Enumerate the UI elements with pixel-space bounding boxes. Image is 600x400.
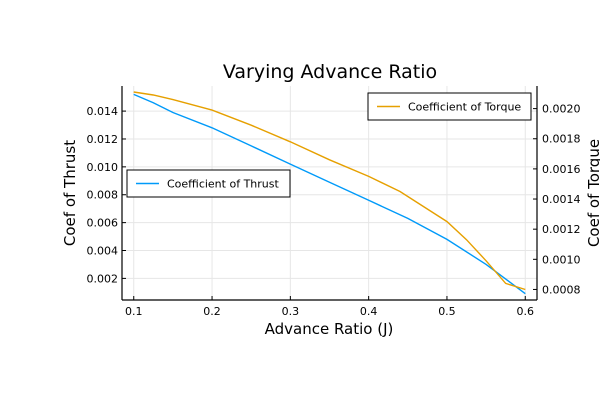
x-tick-label: 0.2 bbox=[203, 305, 221, 318]
left-y-tick-label: 0.008 bbox=[87, 189, 119, 202]
x-axis-label: Advance Ratio (J) bbox=[265, 320, 394, 338]
thrust-series-line bbox=[133, 93, 526, 295]
x-tick-label: 0.6 bbox=[517, 305, 535, 318]
left-y-tick-label: 0.006 bbox=[87, 217, 119, 230]
legend-layer: Coefficient of Thrust Coefficient of Torq… bbox=[126, 92, 532, 198]
x-tick-label: 0.4 bbox=[360, 305, 378, 318]
chart-title: Varying Advance Ratio bbox=[223, 61, 437, 83]
right-y-tick-label: 0.0018 bbox=[542, 133, 581, 146]
torque-series-line bbox=[133, 91, 526, 291]
right-y-tick-label: 0.0020 bbox=[542, 103, 581, 116]
right-y-tick-label: 0.0008 bbox=[542, 283, 581, 296]
axes-layer: 0.1 0.2 0.3 0.4 0.5 0.6 0.002 0.004 0.006 0.008 0.… bbox=[87, 86, 581, 318]
series-layer bbox=[133, 91, 526, 295]
right-y-tick-label: 0.0012 bbox=[542, 223, 581, 236]
left-y-tick-label: 0.014 bbox=[87, 105, 119, 118]
x-tick-label: 0.5 bbox=[438, 305, 456, 318]
left-y-tick-label: 0.002 bbox=[87, 272, 119, 285]
left-axis-label: Coef of Thrust bbox=[61, 140, 79, 246]
left-y-tick-label: 0.010 bbox=[87, 161, 119, 174]
thrust-legend-label: Coefficient of Thrust bbox=[167, 178, 279, 191]
right-y-tick-label: 0.0014 bbox=[542, 193, 581, 206]
x-tick-label: 0.3 bbox=[282, 305, 300, 318]
left-y-tick-label: 0.012 bbox=[87, 133, 119, 146]
right-y-tick-label: 0.0010 bbox=[542, 253, 581, 266]
torque-legend-label: Coefficient of Torque bbox=[408, 101, 521, 114]
left-y-tick-label: 0.004 bbox=[87, 245, 119, 258]
x-tick-label: 0.1 bbox=[125, 305, 143, 318]
right-y-tick-label: 0.0016 bbox=[542, 163, 581, 176]
right-axis-label: Coef of Torque bbox=[585, 139, 600, 247]
